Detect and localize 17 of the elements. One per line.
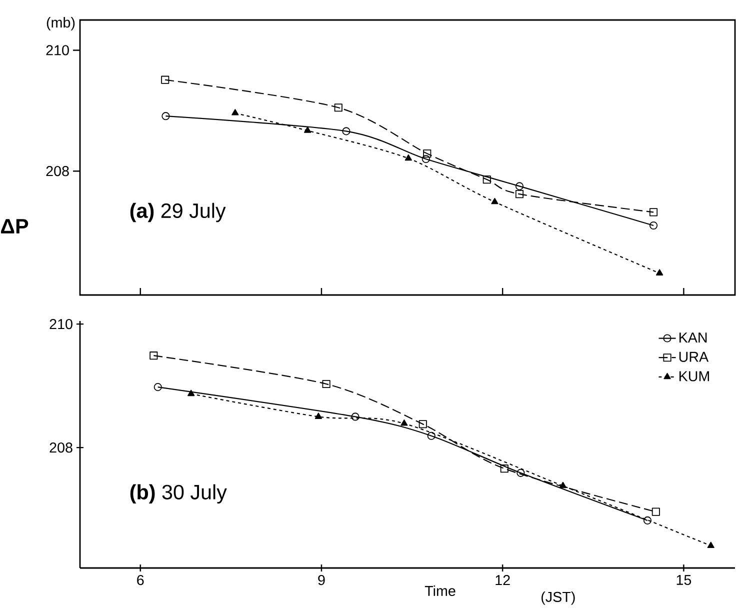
x-tick-label: 9	[318, 575, 325, 586]
y-tick-label: 210	[50, 319, 72, 330]
x-axis-title: Time	[424, 585, 456, 596]
text: (a) 29 July	[130, 202, 226, 222]
legend-label: KAN	[679, 332, 707, 342]
y-tick-label: 208	[50, 442, 72, 453]
legend-label: URA	[679, 352, 709, 362]
y-tick-label: 208	[46, 166, 69, 176]
y-axis-title: ΔP	[1, 219, 28, 234]
text: (b) 30 July	[130, 484, 227, 504]
x-tick-label: 12	[496, 575, 510, 586]
x-tick-label: 15	[676, 575, 692, 586]
text: (JST)	[542, 591, 575, 605]
x-tick-label: 6	[137, 575, 144, 586]
text: (mb)	[46, 17, 75, 30]
legend-label: KUM	[679, 371, 709, 382]
y-tick-label: 210	[46, 45, 69, 56]
